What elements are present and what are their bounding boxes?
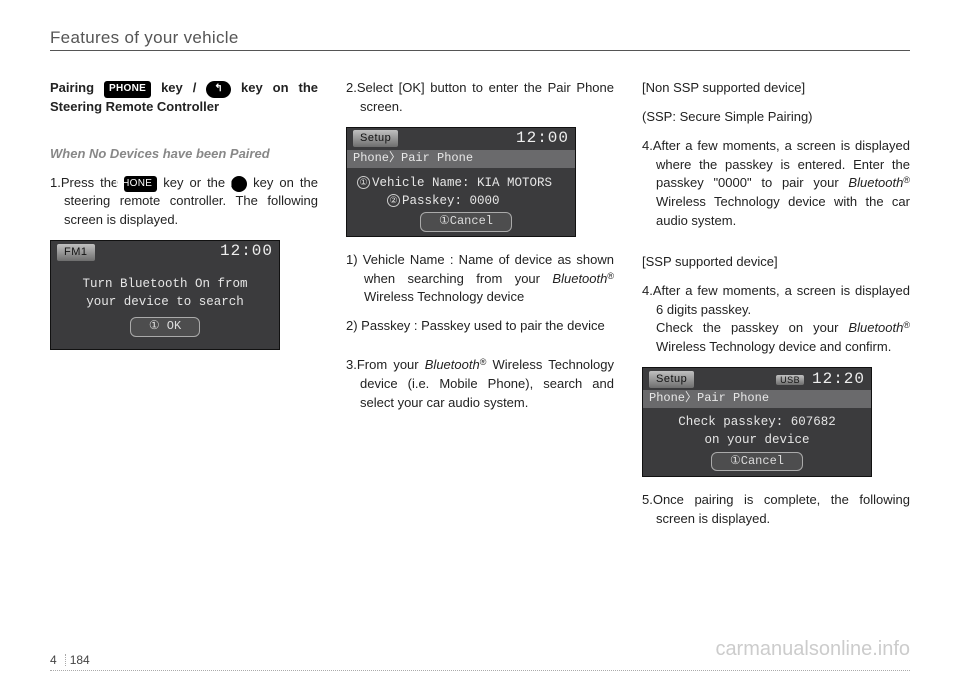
screen-ok-button: ① OK [130, 317, 200, 336]
footer-rule [50, 670, 910, 671]
screen-clock: 12:20 [812, 370, 865, 388]
ssp-definition: (SSP: Secure Simple Pairing) [642, 108, 910, 127]
numbered-circle-icon: ① [357, 176, 370, 189]
phone-key-icon: PHONE [124, 176, 157, 193]
screen-clock: 12:00 [516, 127, 569, 150]
page: Features of your vehicle Pairing PHONE k… [0, 0, 960, 689]
screen-mode-label: Setup [353, 130, 398, 147]
screen-cancel-button: ①Cancel [711, 452, 803, 471]
screen-body: Check passkey: 607682 on your device ①Ca… [643, 408, 871, 476]
chapter-number: 4 [50, 653, 57, 667]
column-3: [Non SSP supported device] (SSP: Secure … [642, 79, 910, 539]
display-screenshot-1: FM1 12:00 Turn Bluetooth On from your de… [50, 240, 280, 350]
footer [50, 670, 910, 671]
heading-text: key / [161, 80, 206, 95]
step-5: 5.Once pairing is complete, the followin… [642, 491, 910, 529]
screen-text: ②Passkey: 0000 [357, 192, 500, 210]
column-1: Pairing PHONE key / ↰ key on the Steerin… [50, 79, 318, 539]
screen-right-group: USB 12:20 [776, 368, 865, 391]
phone-key-icon: PHONE [104, 81, 151, 98]
display-screenshot-2: Setup 12:00 Phone〉Pair Phone ①Vehicle Na… [346, 127, 576, 237]
page-number: 4 184 [50, 653, 90, 667]
column-container: Pairing PHONE key / ↰ key on the Steerin… [50, 79, 910, 539]
heading-text: Pairing [50, 80, 104, 95]
screen-mode-label: FM1 [57, 244, 95, 261]
step-1: 1.Press the PHONE key or the ↰ key on th… [50, 174, 318, 231]
column-2: 2.Select [OK] button to enter the Pair P… [346, 79, 614, 539]
step-text: key or the [163, 175, 231, 190]
screen-text: ①Vehicle Name: KIA MOTORS [357, 174, 552, 192]
list-item-2: 2) Passkey : Passkey used to pair the de… [346, 317, 614, 336]
screen-text: Vehicle Name: KIA MOTORS [372, 176, 552, 190]
step-3: 3.From your Bluetooth® Wireless Technolo… [346, 356, 614, 413]
screen-text: on your device [704, 431, 809, 449]
ssp-heading: [SSP supported device] [642, 253, 910, 272]
watermark: carmanualsonline.info [715, 638, 910, 661]
step-text: 1.Press the [50, 175, 124, 190]
non-ssp-heading: [Non SSP supported device] [642, 79, 910, 98]
pairing-heading: Pairing PHONE key / ↰ key on the Steerin… [50, 79, 318, 117]
numbered-circle-icon: ② [387, 194, 400, 207]
screen-body: Turn Bluetooth On from your device to se… [51, 263, 279, 349]
call-key-icon: ↰ [231, 176, 247, 193]
screen-statusbar: FM1 12:00 [51, 241, 279, 263]
screen-cancel-button: ①Cancel [420, 212, 512, 231]
screen-clock: 12:00 [220, 240, 273, 263]
page-number-value: 184 [70, 653, 90, 667]
header-title: Features of your vehicle [50, 28, 910, 50]
step-4-ssp: 4.After a few moments, a screen is displ… [642, 282, 910, 320]
screen-body: ①Vehicle Name: KIA MOTORS ②Passkey: 0000… [347, 168, 575, 236]
step-4-ssp-cont: Check the passkey on your Bluetooth® Wir… [642, 319, 910, 357]
list-item-1: 1) Vehicle Name : Name of device as show… [346, 251, 614, 308]
subheading: When No Devices have been Paired [50, 145, 318, 164]
screen-statusbar: Setup USB 12:20 [643, 368, 871, 390]
header-rule: Features of your vehicle [50, 28, 910, 51]
display-screenshot-3: Setup USB 12:20 Phone〉Pair Phone Check p… [642, 367, 872, 477]
screen-mode-label: Setup [649, 371, 694, 388]
screen-text: Passkey: 0000 [402, 194, 500, 208]
screen-text: Check passkey: 607682 [678, 413, 836, 431]
screen-breadcrumb: Phone〉Pair Phone [347, 150, 575, 168]
usb-icon: USB [776, 375, 804, 385]
screen-statusbar: Setup 12:00 [347, 128, 575, 150]
screen-text: your device to search [86, 293, 244, 311]
step-2: 2.Select [OK] button to enter the Pair P… [346, 79, 614, 117]
step-4-nonssp: 4.After a few moments, a screen is displ… [642, 137, 910, 231]
call-key-icon: ↰ [206, 81, 231, 98]
screen-breadcrumb: Phone〉Pair Phone [643, 390, 871, 408]
screen-text: Turn Bluetooth On from [82, 275, 247, 293]
